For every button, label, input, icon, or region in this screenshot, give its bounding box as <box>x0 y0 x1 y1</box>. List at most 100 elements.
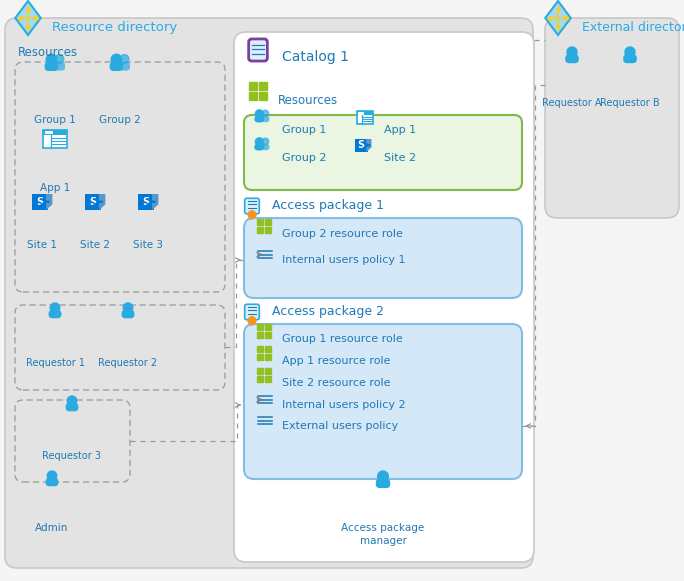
Circle shape <box>47 54 57 64</box>
FancyBboxPatch shape <box>120 62 130 71</box>
Text: Resource directory: Resource directory <box>52 21 177 34</box>
FancyBboxPatch shape <box>545 18 679 218</box>
Bar <box>265 332 271 338</box>
FancyBboxPatch shape <box>245 304 259 320</box>
FancyBboxPatch shape <box>66 403 79 411</box>
Polygon shape <box>249 320 255 326</box>
FancyBboxPatch shape <box>262 144 269 150</box>
FancyBboxPatch shape <box>234 32 534 562</box>
FancyBboxPatch shape <box>254 116 265 123</box>
Circle shape <box>123 303 133 313</box>
Bar <box>137 194 154 210</box>
Bar <box>249 92 257 100</box>
FancyBboxPatch shape <box>15 62 225 292</box>
Text: Site 2: Site 2 <box>384 153 416 163</box>
Circle shape <box>248 317 256 325</box>
Polygon shape <box>366 139 371 152</box>
Bar <box>259 92 267 100</box>
FancyBboxPatch shape <box>15 305 225 390</box>
FancyBboxPatch shape <box>244 324 522 479</box>
Text: Group 1: Group 1 <box>282 125 326 135</box>
Bar <box>354 139 367 152</box>
Circle shape <box>262 138 269 145</box>
Bar <box>265 354 271 360</box>
FancyBboxPatch shape <box>254 144 265 150</box>
FancyBboxPatch shape <box>244 218 522 298</box>
Circle shape <box>67 396 77 406</box>
Text: Site 1: Site 1 <box>27 240 57 250</box>
Text: App 1: App 1 <box>384 125 416 135</box>
Circle shape <box>111 54 122 64</box>
FancyBboxPatch shape <box>623 54 637 63</box>
Circle shape <box>120 55 129 63</box>
Bar <box>257 376 263 382</box>
Text: Requestor 3: Requestor 3 <box>42 451 101 461</box>
Text: External directory: External directory <box>582 21 684 34</box>
Text: Access package 2: Access package 2 <box>272 306 384 318</box>
Text: S: S <box>358 140 365 150</box>
Text: Group 2: Group 2 <box>99 115 141 125</box>
Text: S: S <box>142 197 149 207</box>
Bar <box>249 82 257 90</box>
Text: Site 2 resource role: Site 2 resource role <box>282 378 391 388</box>
FancyBboxPatch shape <box>244 115 522 190</box>
Circle shape <box>625 47 635 57</box>
Text: Catalog 1: Catalog 1 <box>282 50 349 64</box>
Text: S: S <box>36 197 43 207</box>
Text: App 1 resource role: App 1 resource role <box>282 356 391 366</box>
Text: manager: manager <box>360 536 406 546</box>
FancyBboxPatch shape <box>249 39 267 61</box>
Bar <box>31 194 48 210</box>
Bar <box>259 82 267 90</box>
Bar <box>257 219 263 225</box>
Bar <box>265 376 271 382</box>
FancyBboxPatch shape <box>262 116 269 122</box>
FancyBboxPatch shape <box>565 54 579 63</box>
Text: Group 2 resource role: Group 2 resource role <box>282 229 403 239</box>
Polygon shape <box>15 1 41 35</box>
FancyBboxPatch shape <box>376 479 390 488</box>
Bar <box>257 324 263 330</box>
Text: Site 3: Site 3 <box>133 240 163 250</box>
Bar <box>265 346 271 352</box>
FancyBboxPatch shape <box>122 310 135 318</box>
Polygon shape <box>152 194 159 210</box>
FancyBboxPatch shape <box>44 62 58 71</box>
Text: Requestor 1: Requestor 1 <box>25 358 85 368</box>
Bar <box>265 324 271 330</box>
Text: Site 2: Site 2 <box>80 240 110 250</box>
Text: App 1: App 1 <box>40 183 70 193</box>
Circle shape <box>262 110 269 117</box>
Text: Requestor 2: Requestor 2 <box>98 358 157 368</box>
Text: S: S <box>89 197 96 207</box>
Text: Group 2: Group 2 <box>282 153 326 163</box>
Text: Requestor A: Requestor A <box>542 98 602 108</box>
Bar <box>43 130 67 135</box>
Polygon shape <box>249 214 255 220</box>
Polygon shape <box>99 194 105 210</box>
Bar <box>43 130 67 148</box>
Bar <box>265 368 271 374</box>
Circle shape <box>567 47 577 57</box>
FancyBboxPatch shape <box>245 198 259 214</box>
Text: Internal users policy 2: Internal users policy 2 <box>282 400 406 410</box>
Bar <box>356 111 373 124</box>
FancyBboxPatch shape <box>109 62 123 71</box>
FancyBboxPatch shape <box>15 400 130 482</box>
Circle shape <box>248 211 256 218</box>
Bar <box>257 354 263 360</box>
Bar <box>85 194 101 210</box>
Text: Internal users policy 1: Internal users policy 1 <box>282 255 406 265</box>
Text: Requestor B: Requestor B <box>600 98 660 108</box>
Polygon shape <box>545 1 570 35</box>
Text: Admin: Admin <box>36 523 68 533</box>
FancyBboxPatch shape <box>49 310 62 318</box>
Text: Access package 1: Access package 1 <box>272 199 384 213</box>
Bar <box>257 332 263 338</box>
FancyBboxPatch shape <box>5 18 533 568</box>
Bar <box>265 219 271 225</box>
Circle shape <box>55 55 64 63</box>
Bar <box>257 346 263 352</box>
Text: External users policy: External users policy <box>282 421 398 431</box>
Circle shape <box>47 471 57 480</box>
